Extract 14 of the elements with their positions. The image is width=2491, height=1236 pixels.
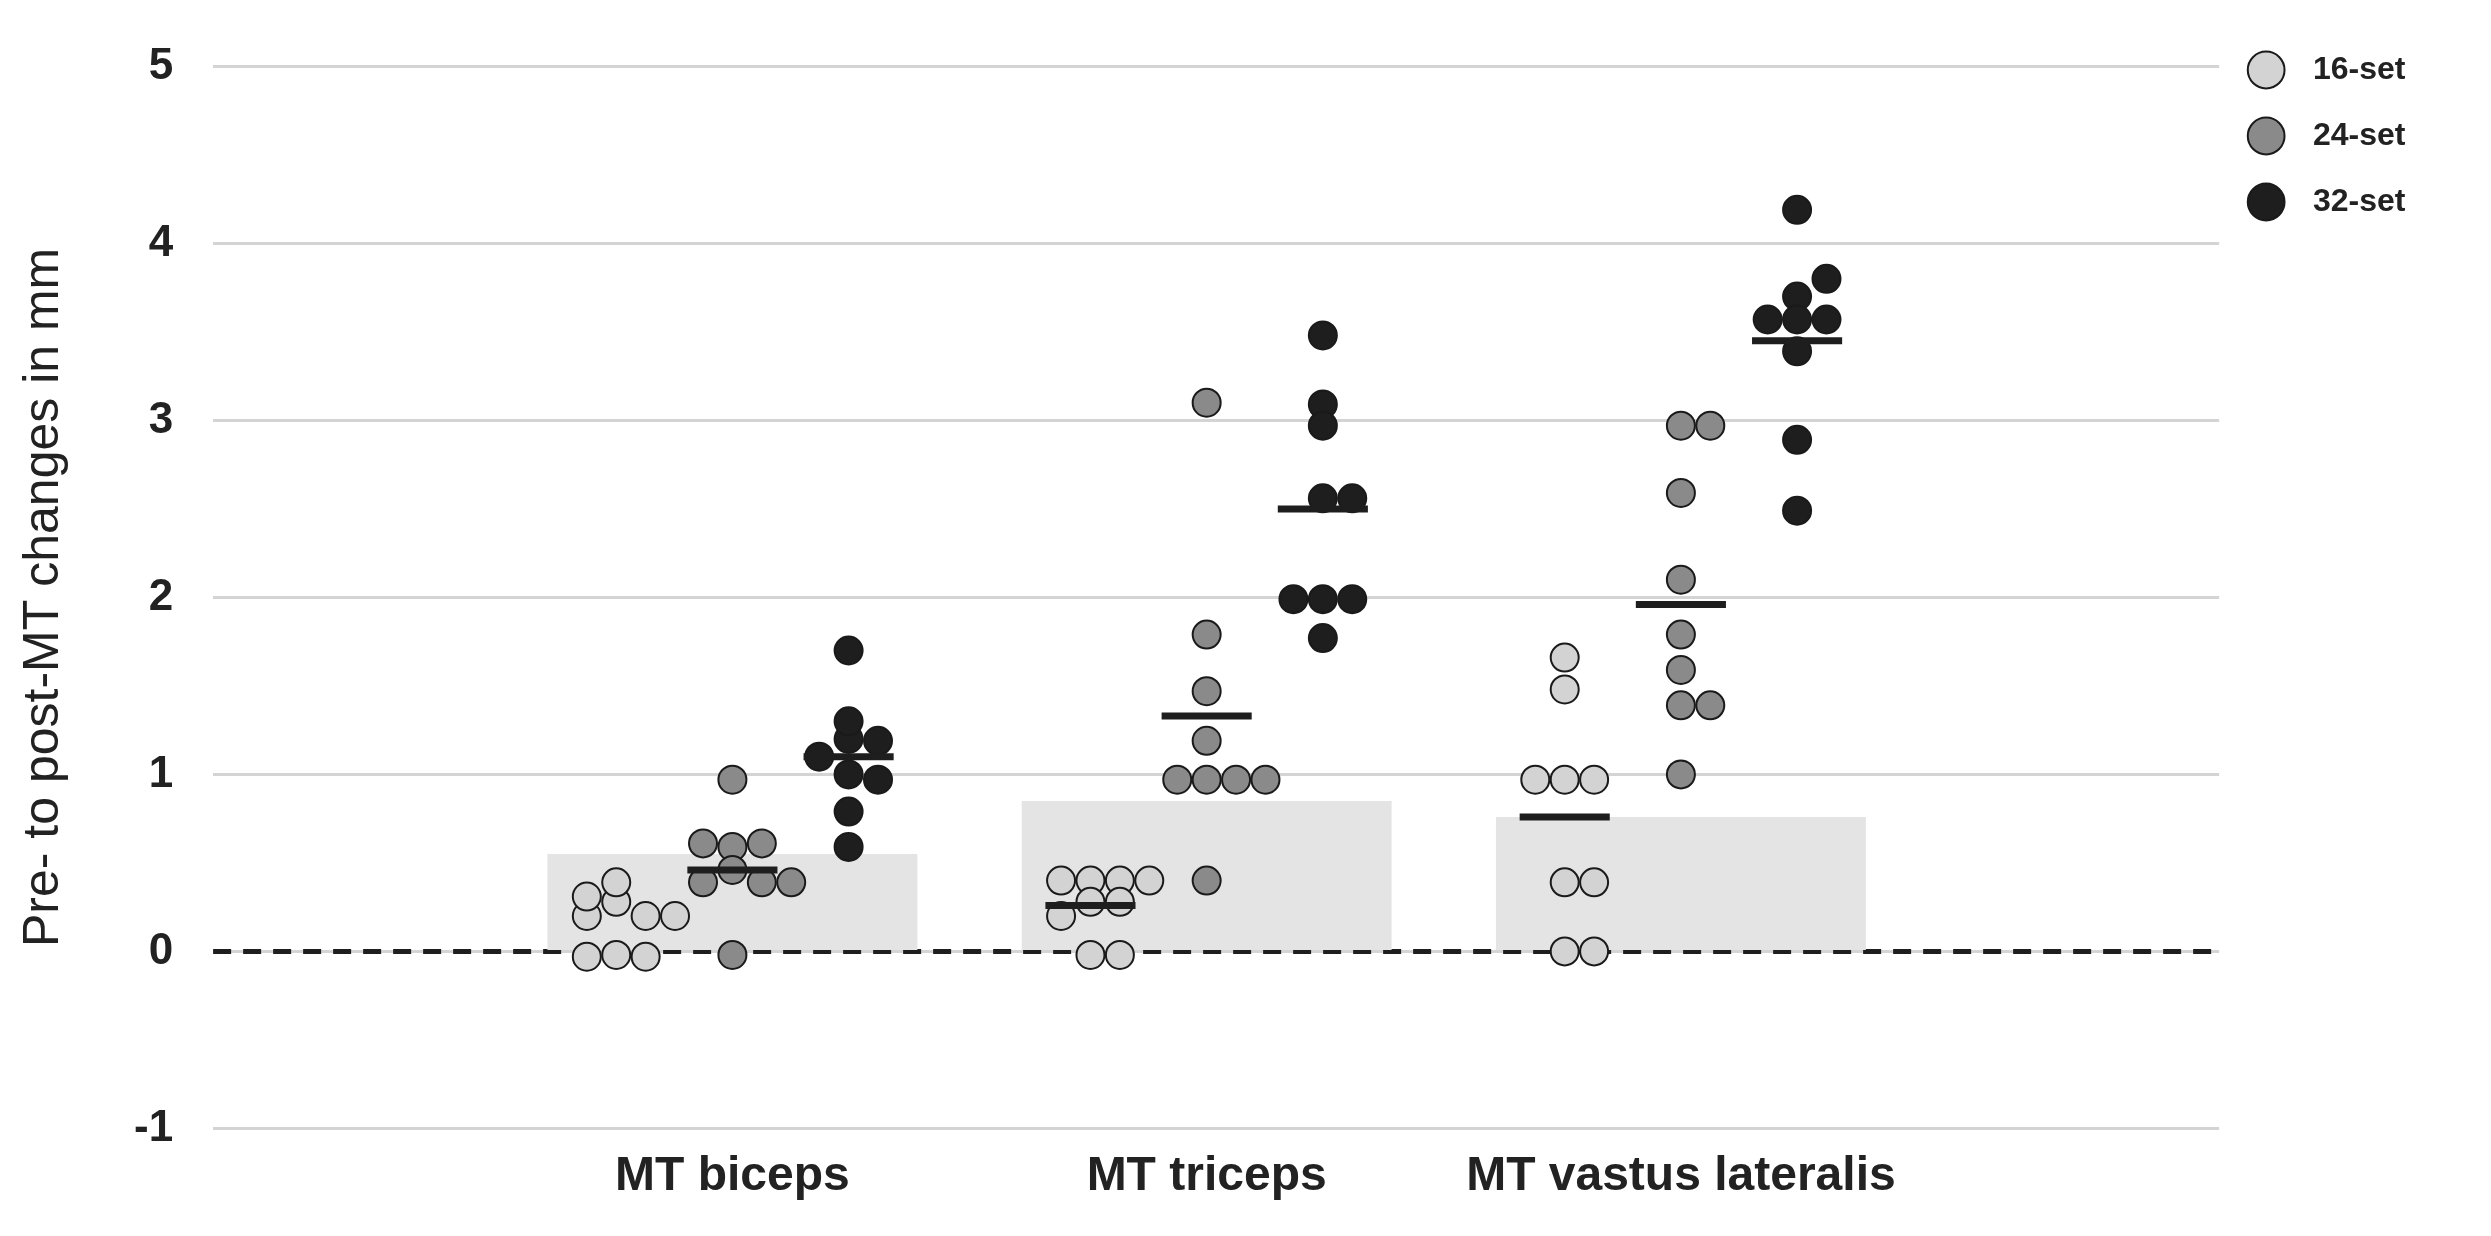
- y-tick-label: 2: [148, 569, 174, 619]
- y-tick-label: -1: [134, 1100, 174, 1150]
- legend-label: 32-set: [2295, 181, 2441, 218]
- y-tick-label: 1: [148, 746, 174, 796]
- y-axis-title: Pre- to post-MT changes in mm: [12, 247, 69, 948]
- y-tick-label: 5: [148, 38, 174, 88]
- x-tick-label: MT triceps: [1086, 1147, 1327, 1201]
- x-tick-label: MT vastus lateralis: [1466, 1147, 1896, 1201]
- y-tick-label: 0: [148, 923, 174, 973]
- x-tick-label: MT biceps: [615, 1147, 850, 1201]
- y-tick-label: 3: [148, 392, 174, 442]
- legend-label: 24-set: [2295, 115, 2441, 152]
- legend-label: 16-set: [2295, 49, 2441, 86]
- y-tick-label: 4: [148, 215, 174, 265]
